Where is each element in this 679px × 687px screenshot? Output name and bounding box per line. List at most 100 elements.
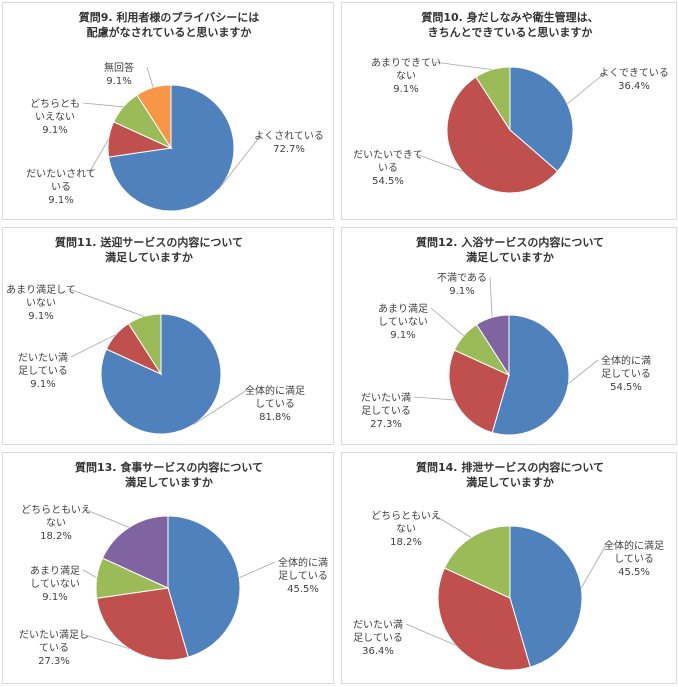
data-label-category: 足している: [353, 632, 403, 644]
chart-title-line: 質問14. 排泄サービスの内容について: [416, 460, 604, 474]
leader-line: [81, 633, 130, 649]
data-label-category: 全体的に満: [278, 556, 328, 569]
data-label-category: 足している: [601, 368, 651, 380]
data-label-percent: 72.7%: [273, 144, 305, 155]
leader-line: [568, 359, 599, 384]
leader-line: [88, 138, 109, 174]
data-label-percent: 9.1%: [106, 76, 131, 87]
chart-title-line: 質問12. 入浴サービスの内容について: [416, 235, 604, 249]
chart-panel-q11: 質問11. 送迎サービスの内容について 満足していますか全体的に満足 している 81.…: [2, 227, 334, 445]
data-label-percent: 9.1%: [48, 195, 73, 206]
data-label-category: 全体的に満足: [245, 384, 305, 397]
data-label-category: あまりできてい: [371, 57, 441, 69]
chart-title-line: 質問13. 食事サービスの内容について: [75, 460, 263, 474]
leader-line: [193, 389, 248, 425]
data-label-category: いえない: [35, 111, 75, 123]
leader-line: [489, 276, 493, 318]
chart-panel-q10: 質問10. 身だしなみや衛生管理は、 きちんとできていると思いますかよくできている…: [341, 2, 677, 220]
data-label-percent: 81.8%: [259, 412, 291, 423]
data-label-category: どちらとも: [30, 98, 80, 110]
data-label-percent: 18.2%: [390, 537, 422, 548]
leader-line: [239, 561, 276, 579]
data-label-category: だいたいできて: [353, 149, 423, 161]
data-label-percent: 9.1%: [28, 311, 53, 322]
data-label-category: いる: [51, 181, 71, 193]
chart-panel-q9: 質問9. 利用者様のプライバシーには 配慮がなされていると思いますかよくされている…: [2, 2, 334, 220]
data-label-category: よくできている: [599, 67, 669, 79]
data-label-category: ている: [39, 642, 69, 654]
chart-panel-q13: 質問13. 食事サービスの内容について 満足していますか全体的に満 足している 45.…: [2, 452, 334, 684]
data-label-category: 足している: [278, 570, 328, 582]
data-label-percent: 27.3%: [38, 656, 70, 667]
data-label-category: している: [255, 398, 295, 410]
data-label-category: だいたいされて: [26, 168, 96, 180]
leader-line: [415, 153, 463, 172]
data-label-percent: 9.1%: [30, 379, 55, 390]
leader-line: [413, 396, 455, 401]
data-label-percent: 27.3%: [370, 419, 402, 430]
leader-line: [580, 544, 607, 588]
data-label-percent: 54.5%: [372, 176, 404, 187]
data-label-percent: 18.2%: [40, 531, 72, 542]
data-label-category: していない: [30, 578, 80, 590]
data-label-category: している: [614, 553, 654, 565]
leader-line: [430, 307, 464, 337]
chart-panel-q14: 質問14. 排泄サービスの内容について 満足していますか全体的に満足 している 45.…: [341, 452, 677, 684]
leader-line: [82, 569, 97, 579]
data-label-category: あまり満足: [378, 303, 428, 315]
data-label-percent: 45.5%: [618, 567, 650, 578]
data-label-category: ない: [396, 523, 416, 535]
chart-title-line: 配慮がなされていると思いますか: [87, 25, 252, 39]
data-label-category: どちらともいえ: [21, 504, 91, 516]
pie-slice-q14-1: [437, 567, 531, 671]
data-label-percent: 9.1%: [393, 84, 418, 95]
leader-line: [433, 514, 472, 538]
chart-title-line: 質問10. 身だしなみや衛生管理は、: [421, 10, 598, 24]
leader-line: [405, 623, 456, 646]
leader-line: [146, 66, 154, 88]
chart-title-line: 満足していますか: [105, 250, 193, 264]
data-label-category: だいたい満足し: [19, 629, 89, 641]
data-label-category: 全体的に満: [601, 354, 651, 367]
data-label-category: よくされている: [254, 130, 324, 142]
leader-line: [68, 288, 145, 317]
pie-slice-q11-0: [100, 313, 222, 435]
chart-title-line: 満足していますか: [125, 475, 213, 489]
leader-line: [433, 61, 493, 70]
data-label-category: 全体的に満足: [604, 539, 664, 552]
data-label-category: だいたい満: [361, 392, 411, 404]
data-label-category: ない: [46, 517, 66, 529]
pie-chart-q10: 質問10. 身だしなみや衛生管理は、きちんとできていると思いますかよくできている…: [353, 10, 669, 194]
data-label-category: あまり満足: [30, 565, 80, 577]
data-label-percent: 36.4%: [362, 646, 394, 657]
data-label-category: 無回答: [104, 61, 134, 74]
pie-slice-q10-2: [475, 66, 511, 132]
chart-panel-q12: 質問12. 入浴サービスの内容について 満足していますか 全体的に満 足している 54.…: [341, 227, 677, 445]
data-label-percent: 45.5%: [287, 584, 319, 595]
data-label-category: いない: [26, 297, 56, 309]
data-label-category: 不満である: [437, 272, 487, 284]
pie-slice-q12-3: [475, 314, 510, 377]
chart-title-line: 満足していますか: [466, 475, 554, 489]
data-label-percent: 9.1%: [42, 125, 67, 136]
leader-line: [218, 134, 262, 190]
chart-title-line: 質問9. 利用者様のプライバシーには: [79, 10, 259, 24]
data-label-category: あまり満足して: [6, 284, 76, 296]
data-label-percent: 9.1%: [42, 592, 67, 603]
data-label-category: どちらともいえ: [371, 510, 441, 522]
pie-chart-q9: 質問9. 利用者様のプライバシーには配慮がなされていると思いますかよくされている…: [26, 10, 324, 212]
leader-line: [70, 334, 116, 358]
leader-line: [82, 102, 124, 108]
data-label-category: 足している: [361, 405, 411, 417]
data-label-category: 足している: [18, 365, 68, 377]
data-label-percent: 9.1%: [449, 286, 474, 297]
chart-title-line: 質問11. 送迎サービスの内容について: [55, 235, 243, 249]
data-label-percent: 9.1%: [390, 330, 415, 341]
chart-title-line: 満足していますか: [466, 250, 554, 264]
data-label-category: していない: [378, 316, 428, 328]
chart-title-line: きちんとできていると思いますか: [428, 26, 593, 39]
data-label-category: いる: [378, 162, 398, 174]
